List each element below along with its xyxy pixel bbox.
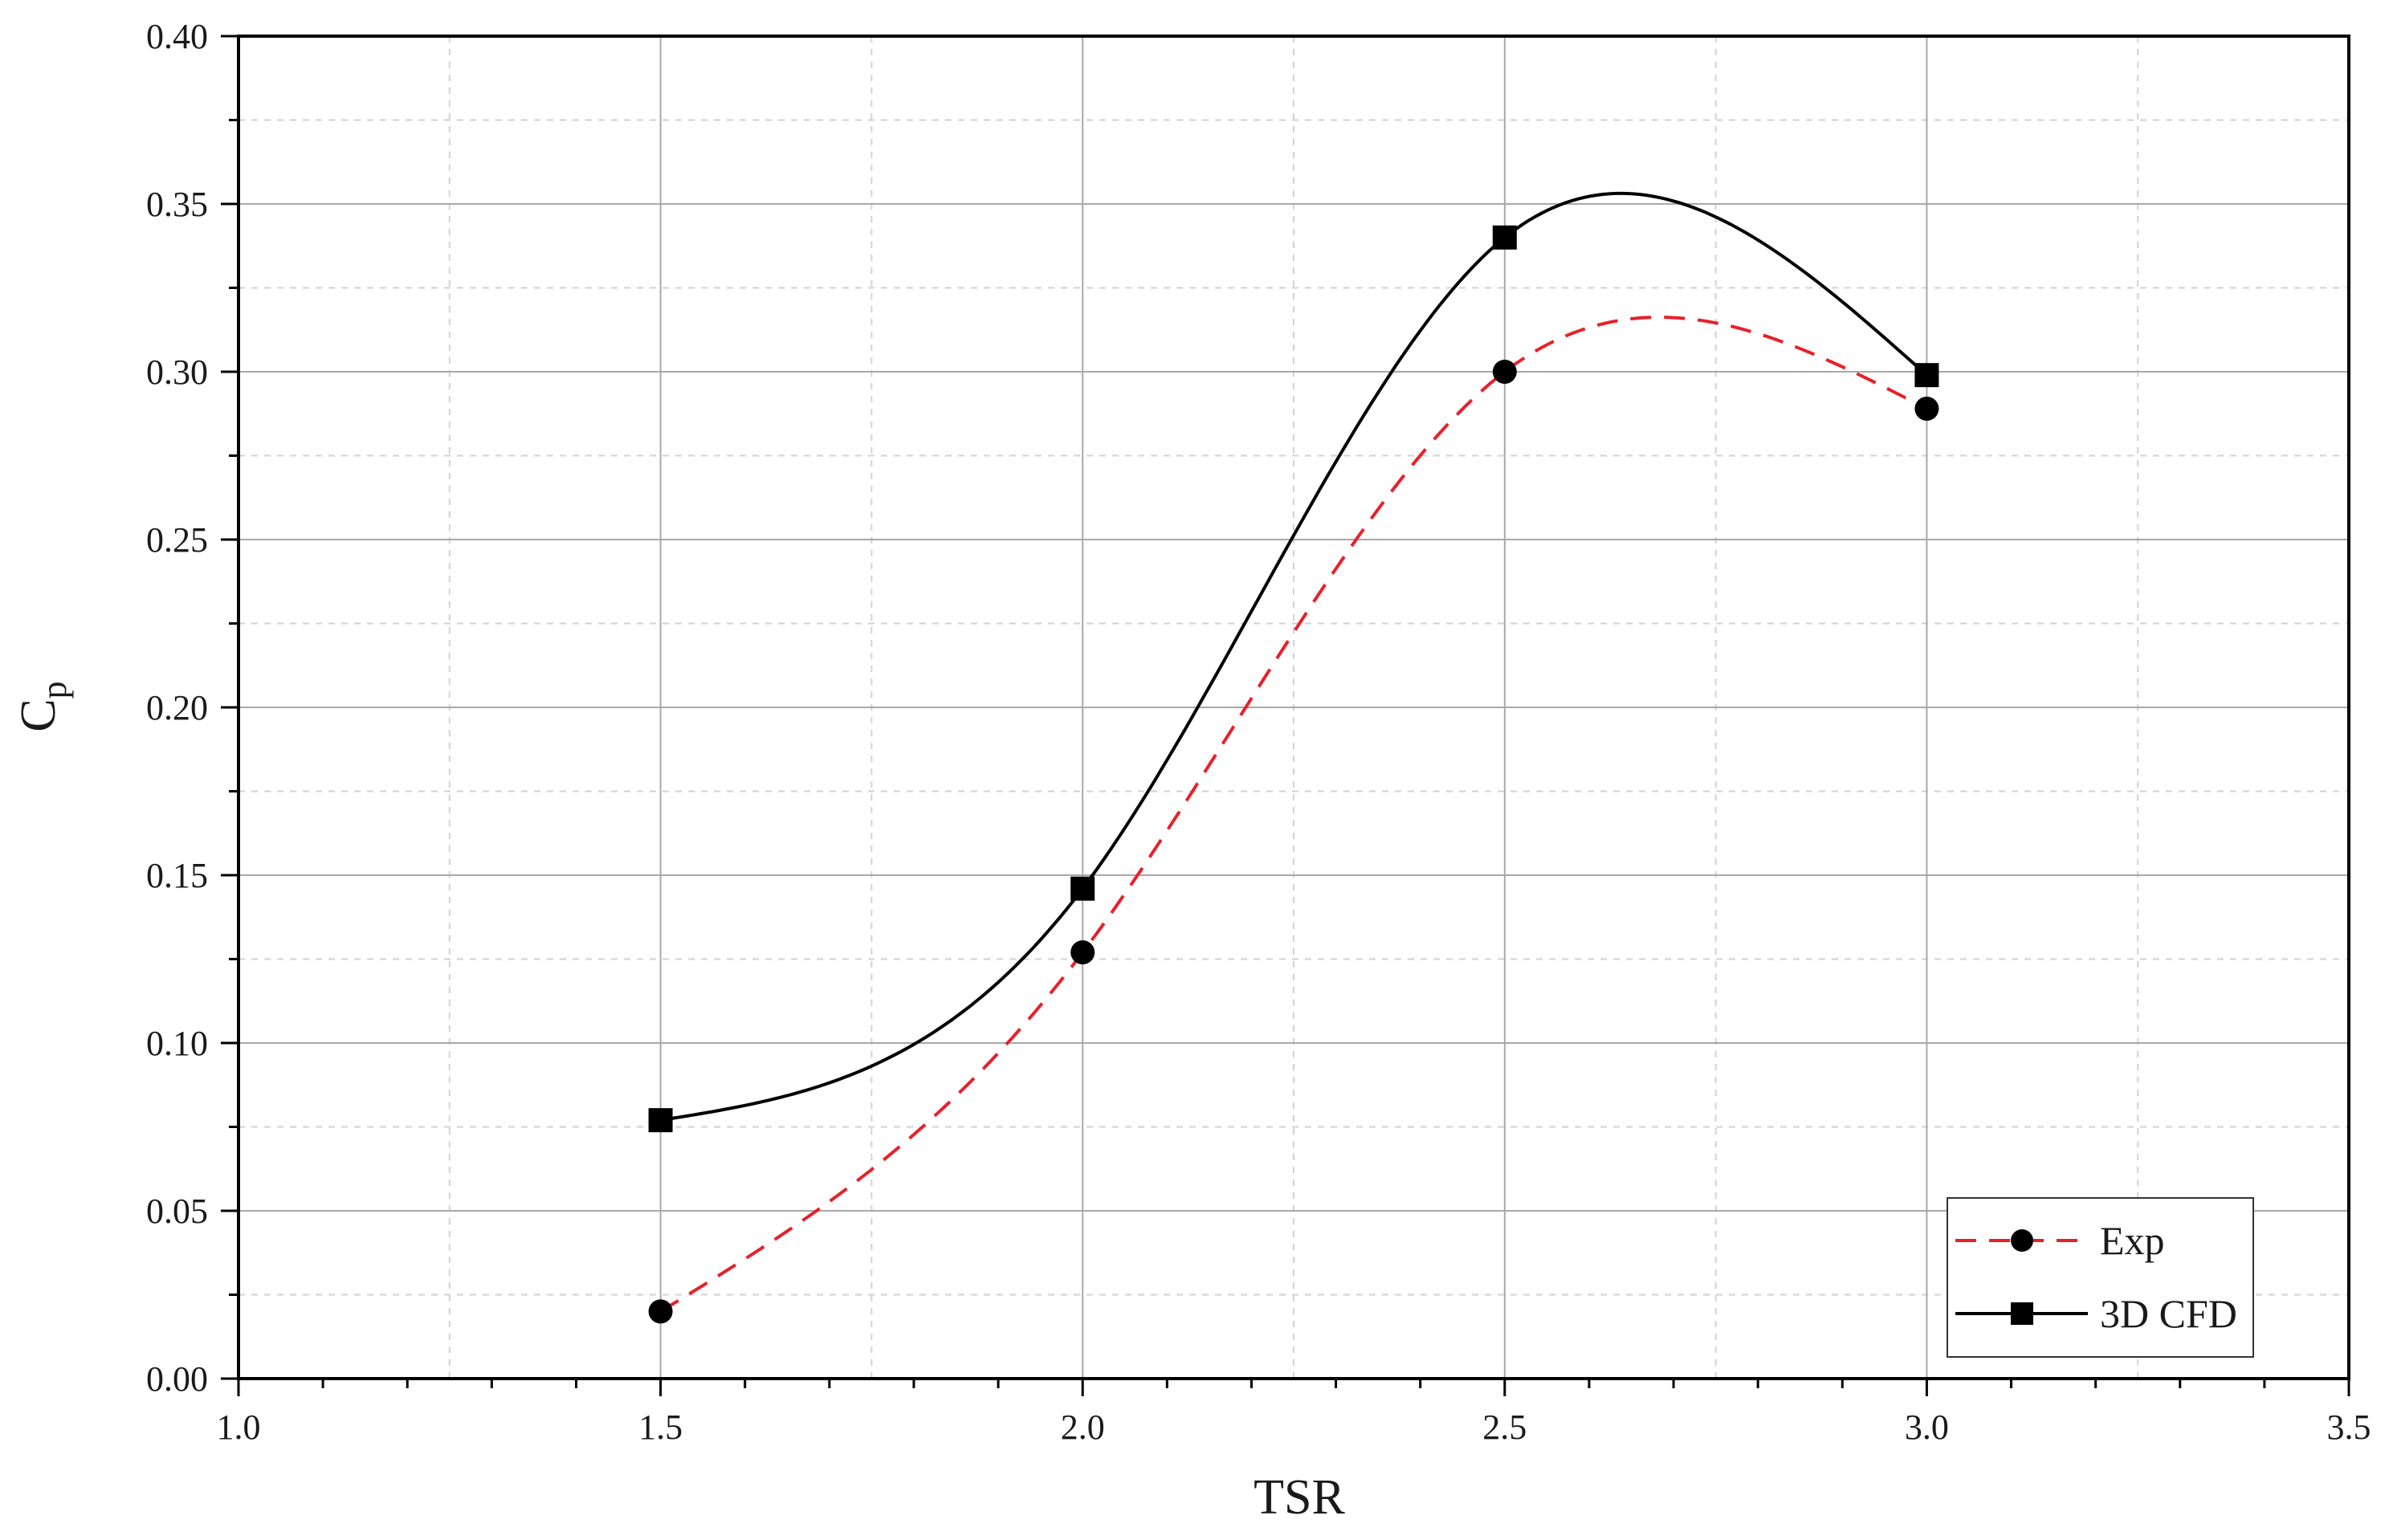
y-tick-label: 0.05 xyxy=(146,1192,208,1231)
y-tick-label: 0.40 xyxy=(146,17,208,56)
axis-ticks xyxy=(221,35,2350,1396)
tick-labels: 1.0 1.5 2.0 2.5 3.0 3.5 0.00 0.05 0.10 0.15 0.20 0.… xyxy=(146,17,2371,1447)
x-tick-label: 3.0 xyxy=(1905,1408,1949,1447)
data-point-exp xyxy=(648,1299,673,1324)
data-point-3d-cfd xyxy=(1914,363,1939,388)
data-point-exp xyxy=(1914,396,1939,421)
data-point-3d-cfd xyxy=(1070,876,1095,901)
y-tick-label: 0.10 xyxy=(146,1024,208,1063)
data-point-3d-cfd xyxy=(648,1108,673,1133)
y-tick-label: 0.30 xyxy=(146,352,208,392)
y-tick-label: 0.25 xyxy=(146,520,208,560)
x-tick-label: 2.5 xyxy=(1482,1408,1527,1447)
data-point-exp xyxy=(1492,360,1517,384)
legend-marker-3d-cfd xyxy=(2011,1302,2033,1325)
grid-lines xyxy=(238,35,2350,1379)
x-tick-label: 2.0 xyxy=(1061,1408,1105,1447)
data-point-exp xyxy=(1070,940,1095,965)
legend-box xyxy=(1947,1197,2254,1358)
data-point-3d-cfd xyxy=(1492,225,1517,250)
y-axis-title-main: C xyxy=(11,699,66,731)
series-line-3d-cfd xyxy=(660,191,1928,1122)
x-tick-label: 1.5 xyxy=(638,1408,683,1447)
y-tick-label: 0.00 xyxy=(146,1359,208,1399)
x-tick-label: 3.5 xyxy=(2327,1408,2371,1447)
x-tick-label: 1.0 xyxy=(217,1408,261,1447)
y-tick-label: 0.35 xyxy=(146,185,208,224)
legend-label-3d-cfd: 3D CFD xyxy=(2100,1291,2237,1336)
y-axis-title-subscript: p xyxy=(35,681,74,699)
series-line-exp xyxy=(659,316,1928,1314)
y-axis-title: Cp xyxy=(11,681,74,731)
y-tick-label: 0.15 xyxy=(146,856,208,895)
legend-marker-exp xyxy=(2011,1229,2033,1252)
legend-label-exp: Exp xyxy=(2100,1218,2165,1263)
data-series xyxy=(648,191,1939,1324)
legend: Exp 3D CFD xyxy=(1947,1197,2254,1358)
y-tick-label: 0.20 xyxy=(146,688,208,727)
x-axis-title: TSR xyxy=(1254,1470,1345,1525)
